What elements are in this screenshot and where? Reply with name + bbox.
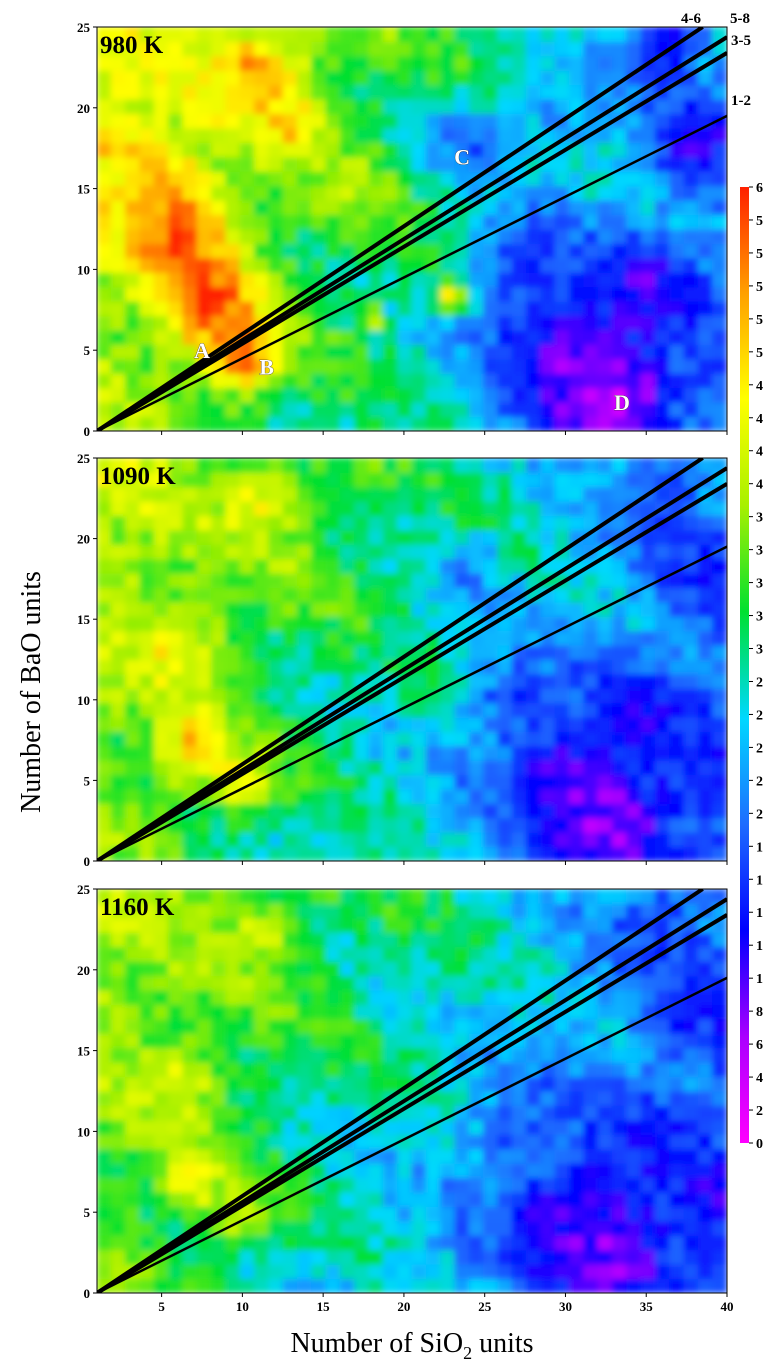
point-label-C: C xyxy=(454,144,470,169)
colorbar-tick-label: 5 xyxy=(756,214,763,229)
y-tick-label: 5 xyxy=(84,343,91,358)
ratio-line-4-6 xyxy=(97,458,704,861)
y-tick-label: 10 xyxy=(77,1124,90,1139)
colorbar-tick-label: 3 xyxy=(756,643,763,658)
y-tick-label: 0 xyxy=(84,1286,91,1301)
x-tick-label: 35 xyxy=(640,1299,654,1314)
x-tick-label: 5 xyxy=(158,1299,165,1314)
x-tick-label: 10 xyxy=(236,1299,249,1314)
ratio-line-1-2 xyxy=(97,545,727,861)
y-tick-label: 15 xyxy=(77,182,91,197)
colorbar-tick-label: 4 xyxy=(756,1071,763,1086)
colorbar: 6 5 5 5 5 5 4 4 4 4 3 3 3 3 3 2 2 2 2 2 1 1 1 1 1 8 6 4 2 0 xyxy=(740,181,763,1152)
line-label-3-5: 3-5 xyxy=(731,33,751,49)
ratio-line-3-5 xyxy=(97,51,727,431)
colorbar-tick-label: 5 xyxy=(756,247,763,262)
ratio-line-5-8 xyxy=(97,897,727,1293)
x-axis-title-suffix: units xyxy=(472,1328,533,1359)
line-label-5-8: 5-8 xyxy=(730,11,750,27)
colorbar-tick-label: 3 xyxy=(756,577,763,592)
colorbar-tick-label: 4 xyxy=(756,379,763,394)
ratio-line-4-6 xyxy=(97,889,704,1293)
colorbar-tick-label: 1 xyxy=(756,939,763,954)
panel-1: 0 5 10 15 20 25 980 K A B C D 4-6 5-8 3-5 1-2 xyxy=(77,11,751,439)
colorbar-tick-label: 2 xyxy=(756,675,763,690)
colorbar-tick-label: 1 xyxy=(756,972,763,987)
line-label-1-2: 1-2 xyxy=(731,93,751,109)
colorbar-tick-label: 4 xyxy=(756,412,763,427)
colorbar-tick-label: 5 xyxy=(756,280,763,295)
y-tick-label: 25 xyxy=(77,20,91,35)
y-tick-label: 20 xyxy=(77,532,90,547)
ratio-line-4-6 xyxy=(97,27,704,431)
panels-group: 0 5 10 15 20 25 980 K A B C D 4-6 5-8 3-5 1-2 0 5 10 15 20 2… xyxy=(77,11,751,1314)
panel-frame xyxy=(96,888,728,1294)
colorbar-tick-label: 4 xyxy=(756,478,763,493)
colorbar-tick-label: 1 xyxy=(756,906,763,921)
point-label-A: A xyxy=(194,338,210,363)
ratio-line-3-5 xyxy=(97,482,727,861)
colorbar-tick-label: 5 xyxy=(756,346,763,361)
colorbar-tick-label: 1 xyxy=(756,840,763,855)
colorbar-gradient xyxy=(740,187,749,1143)
y-tick-label: 25 xyxy=(77,882,91,897)
x-axis-title-main: Number of SiO xyxy=(290,1328,463,1359)
panel-frame xyxy=(96,457,728,862)
heatmap-field xyxy=(97,27,727,431)
y-tick-label: 20 xyxy=(77,101,90,116)
ratio-line-1-2 xyxy=(97,114,727,431)
y-tick-label: 0 xyxy=(84,854,91,869)
colorbar-tick-label: 2 xyxy=(756,774,763,789)
y-tick-label: 15 xyxy=(77,1044,91,1059)
y-tick-label: 15 xyxy=(77,612,91,627)
y-tick-label: 0 xyxy=(84,424,91,439)
x-tick-label: 30 xyxy=(559,1299,572,1314)
colorbar-tick-label: 3 xyxy=(756,544,763,559)
y-tick-label: 25 xyxy=(77,451,91,466)
y-tick-label: 10 xyxy=(77,693,90,708)
panel-frame xyxy=(96,26,728,432)
y-tick-label: 10 xyxy=(77,262,90,277)
y-axis-title: Number of BaO units xyxy=(16,571,47,813)
panel-temperature-label: 1160 K xyxy=(100,894,175,921)
x-tick-label: 15 xyxy=(317,1299,331,1314)
y-tick-label: 5 xyxy=(84,773,91,788)
x-axis-title-subscript: 2 xyxy=(463,1343,472,1361)
colorbar-tick-label: 0 xyxy=(756,1137,763,1152)
colorbar-tick-label: 2 xyxy=(756,708,763,723)
point-label-D: D xyxy=(614,390,630,415)
y-tick-label: 20 xyxy=(77,963,90,978)
line-label-4-6: 4-6 xyxy=(681,11,701,27)
colorbar-tick-label: 1 xyxy=(756,873,763,888)
colorbar-tick-label: 6 xyxy=(756,181,763,196)
colorbar-tick-label: 3 xyxy=(756,610,763,625)
colorbar-tick-label: 2 xyxy=(756,1104,763,1119)
ratio-line-5-8 xyxy=(97,466,727,861)
y-tick-label: 5 xyxy=(84,1205,91,1220)
colorbar-tick-label: 2 xyxy=(756,807,763,822)
ratio-line-3-5 xyxy=(97,913,727,1293)
ratio-line-5-8 xyxy=(97,35,727,431)
x-tick-label: 20 xyxy=(397,1299,410,1314)
colorbar-tick-label: 6 xyxy=(756,1038,763,1053)
colorbar-tick-label: 3 xyxy=(756,511,763,526)
panel-2: 0 5 10 15 20 25 1090 K xyxy=(77,451,728,869)
heatmap-field xyxy=(97,458,727,861)
x-axis-title: Number of SiO2 units xyxy=(290,1328,533,1361)
colorbar-tick-label: 8 xyxy=(756,1005,763,1020)
panel-3: 0 5 10 15 20 25 5 10 15 20 25 30 35 40 1160 K xyxy=(77,882,734,1314)
panel-temperature-label: 980 K xyxy=(100,32,164,59)
colorbar-tick-label: 2 xyxy=(756,741,763,756)
colorbar-tick-label: 5 xyxy=(756,313,763,328)
ratio-line-1-2 xyxy=(97,976,727,1293)
point-label-B: B xyxy=(259,354,274,379)
heatmap-field xyxy=(97,889,727,1293)
colorbar-tick-label: 4 xyxy=(756,445,763,460)
x-tick-label: 40 xyxy=(721,1299,734,1314)
panel-temperature-label: 1090 K xyxy=(100,463,176,490)
x-tick-label: 25 xyxy=(478,1299,492,1314)
